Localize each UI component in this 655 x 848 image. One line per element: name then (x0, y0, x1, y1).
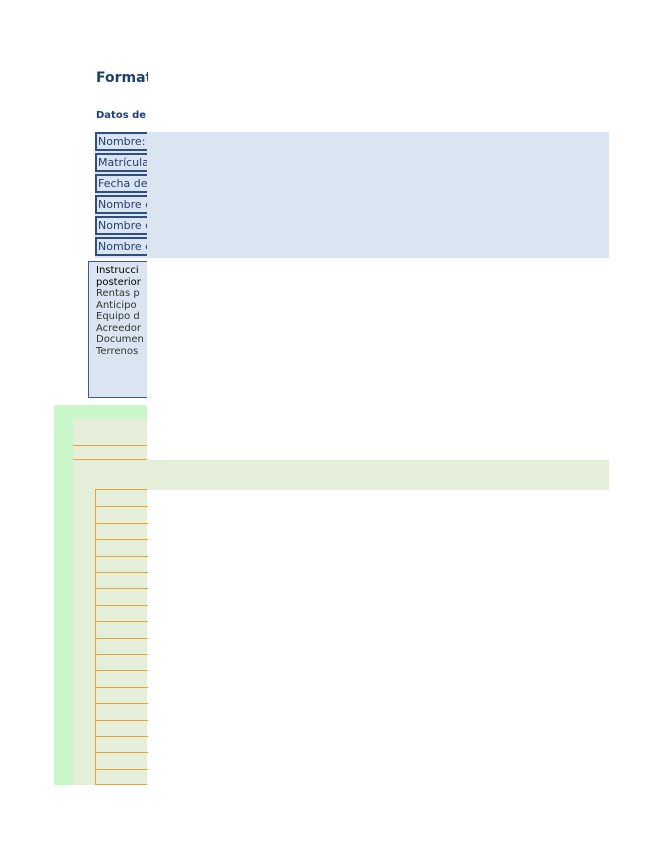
grid-row-line (96, 736, 148, 737)
instructions-item-equipo: Equipo d (96, 311, 140, 322)
section-label: Datos de (96, 110, 147, 121)
instructions-item-documen: Documen (96, 334, 144, 345)
instructions-heading-line2: posterior (96, 276, 141, 288)
grid-row-line (96, 670, 148, 672)
field-nombre-4-cell[interactable]: Nombre d (95, 237, 147, 256)
grid-row-line (96, 506, 148, 508)
orange-divider (73, 445, 147, 446)
grid-row-line (96, 703, 148, 705)
grid-row-line (96, 572, 148, 573)
grid-row-line (96, 637, 148, 639)
grid-row-line (96, 654, 148, 655)
grid-row-line (96, 752, 148, 754)
instructions-item-anticipo: Anticipo (96, 299, 137, 311)
student-data-band (95, 132, 609, 258)
instructions-box: Instrucci posterior Rentas p Anticipo Eq… (88, 261, 147, 398)
field-nombre-cell[interactable]: Nombre: (95, 132, 147, 151)
instructions-item-rentas: Rentas p (96, 288, 140, 299)
instructions-item-terrenos: Terrenos (96, 345, 139, 357)
grid-row-line (96, 621, 148, 623)
page-title: Format (96, 70, 148, 86)
table-header-strip (73, 460, 609, 490)
grid-row-line (96, 719, 148, 721)
grid-row-line (96, 522, 148, 524)
grid-row-line (96, 588, 148, 590)
entry-grid[interactable] (95, 489, 148, 785)
orange-divider (73, 459, 147, 460)
field-nombre-3-cell[interactable]: Nombre d (95, 216, 147, 235)
instructions-item-acreedor: Acreedor (96, 322, 141, 334)
field-fecha-cell[interactable]: Fecha de (95, 174, 147, 193)
field-matricula-cell[interactable]: Matrícula (95, 153, 147, 172)
instructions-heading-line1: Instrucci (96, 265, 139, 276)
grid-row-line (96, 686, 148, 688)
grid-row-line (96, 768, 148, 770)
field-nombre-2-cell[interactable]: Nombre d (95, 195, 147, 214)
grid-row-line (96, 555, 148, 557)
grid-row-line (96, 539, 148, 541)
grid-row-line (96, 604, 148, 606)
